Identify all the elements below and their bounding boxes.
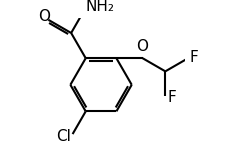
Text: O: O — [136, 39, 148, 54]
Text: Cl: Cl — [55, 129, 70, 144]
Text: F: F — [167, 90, 176, 105]
Text: O: O — [38, 9, 50, 24]
Text: NH₂: NH₂ — [85, 0, 114, 14]
Text: F: F — [188, 50, 197, 65]
